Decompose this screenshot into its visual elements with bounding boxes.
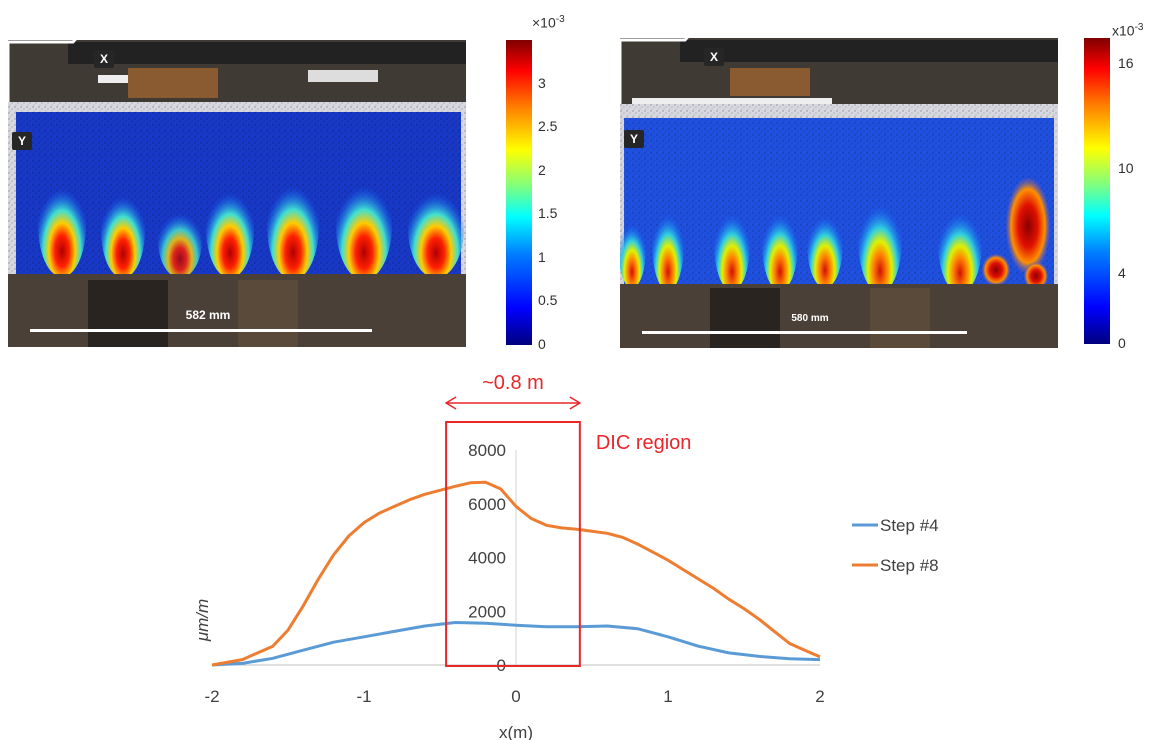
- y-axis-label: μm/m: [193, 599, 212, 642]
- scale-label: 580 mm: [791, 313, 829, 324]
- colorbar-right-tick-label: 4: [1118, 265, 1126, 282]
- colorbar-left-multiplier: ×10-3: [532, 14, 565, 31]
- colorbar-left: [506, 40, 532, 345]
- strain-field-image: [620, 38, 1058, 348]
- x-axis-tag: X: [704, 48, 725, 66]
- dic-region-box: [445, 421, 581, 667]
- y-tick-label: 2000: [468, 602, 506, 621]
- x-axis-tag: X: [94, 50, 115, 68]
- colorbar-right: [1084, 38, 1110, 344]
- dic-strain-map-step4: X Y 582 mm: [8, 40, 466, 347]
- series-line-step8: [211, 480, 821, 667]
- scale-bar: [30, 329, 372, 332]
- x-tick-label: -1: [356, 687, 371, 706]
- y-tick-label: 6000: [468, 495, 506, 514]
- colorbar-right-tick-label: 10: [1118, 160, 1134, 177]
- series-line-step4: [211, 621, 821, 667]
- y-tick-label: 8000: [468, 441, 506, 460]
- span-label: ~0.8 m: [482, 372, 544, 394]
- legend-label-step8: Step #8: [880, 556, 939, 575]
- colorbar-left-tick-label: 3: [538, 74, 546, 91]
- span-arrow-left-head: [444, 396, 457, 410]
- dic-region-label: DIC region: [596, 432, 692, 454]
- colorbar-left-tick-label: 2.5: [538, 118, 558, 135]
- legend-label-step4: Step #4: [880, 516, 939, 535]
- colorbar-left-tick-label: 0.5: [538, 292, 558, 309]
- x-axis-label: x(m): [499, 723, 533, 740]
- scale-bar: [642, 331, 967, 334]
- scale-label: 582 mm: [185, 308, 231, 322]
- colorbar-left-tick-label: 2: [538, 161, 546, 178]
- colorbar-right-multiplier: x10-3: [1112, 22, 1144, 39]
- colorbar-left-tick-label: 1: [538, 248, 546, 265]
- span-arrow-right-head: [569, 396, 582, 410]
- dic-strain-map-step8: X Y 580 mm: [620, 38, 1058, 348]
- x-tick-label: 1: [663, 687, 672, 706]
- y-axis-tag: Y: [12, 132, 33, 150]
- colorbar-left-tick-label: 1.5: [538, 205, 558, 222]
- x-tick-label: -2: [204, 687, 219, 706]
- y-tick-label: 4000: [468, 549, 506, 568]
- colorbar-right-tick-label: 0: [1118, 335, 1126, 351]
- strain-field-image: [8, 40, 466, 347]
- x-tick-label: 0: [511, 687, 520, 706]
- colorbar-right-tick-label: 16: [1118, 55, 1134, 72]
- x-tick-label: 2: [815, 687, 824, 706]
- colorbar-left-tick-label: 0: [538, 336, 546, 352]
- y-axis-tag: Y: [624, 130, 645, 148]
